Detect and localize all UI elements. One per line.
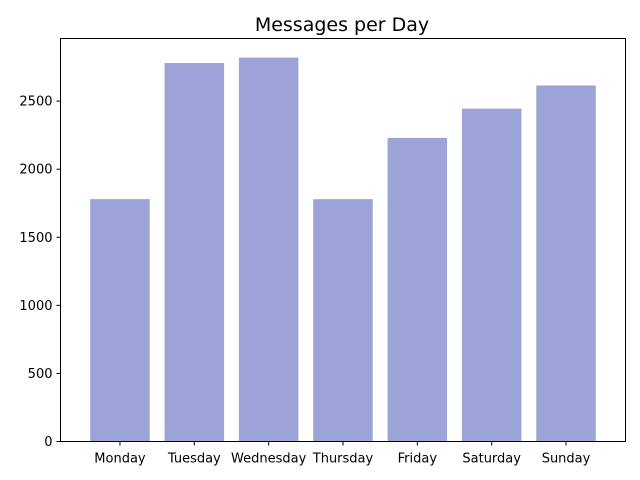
bar-friday	[387, 137, 448, 442]
x-tick-label: Tuesday	[167, 452, 221, 467]
chart-title: Messages per Day	[255, 14, 429, 36]
y-tick-label: 2500	[19, 95, 52, 110]
bar-saturday	[461, 108, 522, 442]
y-tick-label: 1000	[19, 299, 52, 314]
x-tick-label: Thursday	[312, 452, 374, 467]
x-tick-label: Monday	[94, 452, 146, 467]
bar-monday	[90, 199, 150, 442]
x-tick-label: Wednesday	[231, 452, 307, 467]
y-axis: 0 500 1000 1500 2000 2500	[19, 95, 61, 450]
y-tick-label: 500	[28, 367, 53, 382]
bar-thursday	[313, 199, 373, 442]
y-tick-label: 0	[44, 435, 52, 450]
y-tick-label: 1500	[19, 231, 52, 246]
bar-tuesday	[164, 63, 225, 442]
x-tick-label: Sunday	[542, 452, 591, 467]
y-tick-label: 2000	[19, 163, 52, 178]
plot-frame	[60, 38, 626, 442]
bars-layer	[90, 57, 596, 442]
bar-wednesday	[238, 57, 299, 442]
x-tick-label: Friday	[398, 452, 438, 467]
bar-sunday	[536, 85, 596, 442]
x-tick-label: Saturday	[462, 452, 521, 467]
x-axis: Monday Tuesday Wednesday Thursday Friday Satu…	[94, 441, 591, 467]
